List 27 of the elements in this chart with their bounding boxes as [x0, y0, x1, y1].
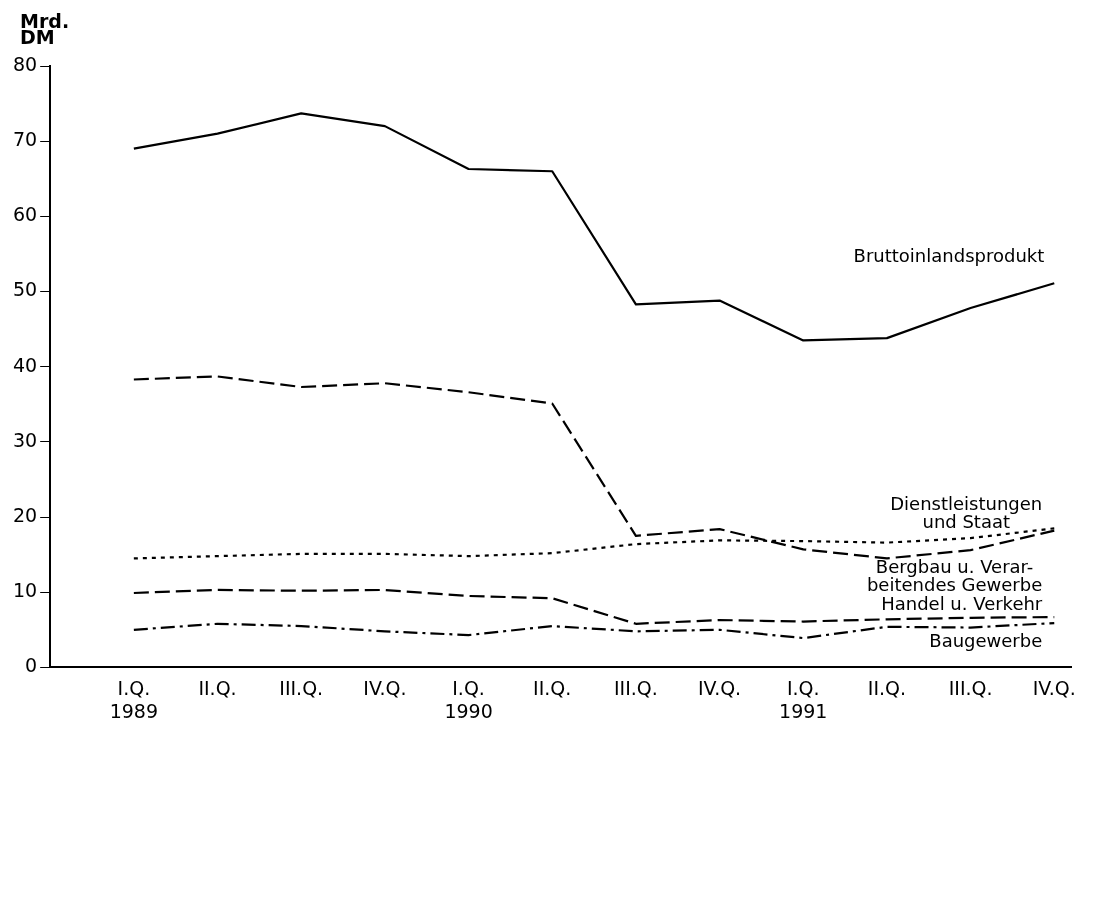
- y-tick-label: 50: [12, 278, 38, 301]
- x-tick-label: IV.Q.: [697, 676, 742, 699]
- y-tick-label: 70: [12, 128, 38, 151]
- x-tick-label: I.Q. 1991: [779, 676, 828, 722]
- y-axis-title: Mrd. DM: [20, 10, 70, 48]
- x-tick-label: II.Q.: [867, 676, 907, 699]
- series-label: Dienstleistungen und Staat: [890, 493, 1043, 533]
- y-tick-label: 0: [25, 654, 38, 677]
- series-label: Bergbau u. Verar- beitendes Gewerbe: [866, 555, 1043, 595]
- series-label: Handel u. Verkehr: [881, 592, 1043, 614]
- y-tick-label: 60: [12, 203, 38, 226]
- x-tick-label: IV.Q.: [363, 676, 407, 699]
- x-tick-label: III.Q.: [613, 676, 658, 699]
- x-tick-label: II.Q.: [533, 676, 572, 699]
- x-tick-label: IV.Q.: [1032, 676, 1076, 699]
- y-tick-label: 40: [12, 353, 38, 376]
- series-label: Bruttoinlandsprodukt: [853, 245, 1045, 267]
- x-tick-label: I.Q. 1990: [444, 676, 493, 722]
- y-tick-label: 80: [12, 52, 38, 75]
- x-tick-label: I.Q. 1989: [109, 676, 159, 722]
- y-tick-label: 30: [12, 428, 38, 451]
- x-tick-label: III.Q.: [948, 676, 993, 699]
- x-tick-label: III.Q.: [279, 676, 324, 699]
- y-tick-label: 10: [12, 579, 38, 602]
- y-tick-label: 20: [12, 503, 38, 526]
- x-tick-label: II.Q.: [198, 676, 237, 699]
- series-label: Baugewerbe: [929, 630, 1043, 652]
